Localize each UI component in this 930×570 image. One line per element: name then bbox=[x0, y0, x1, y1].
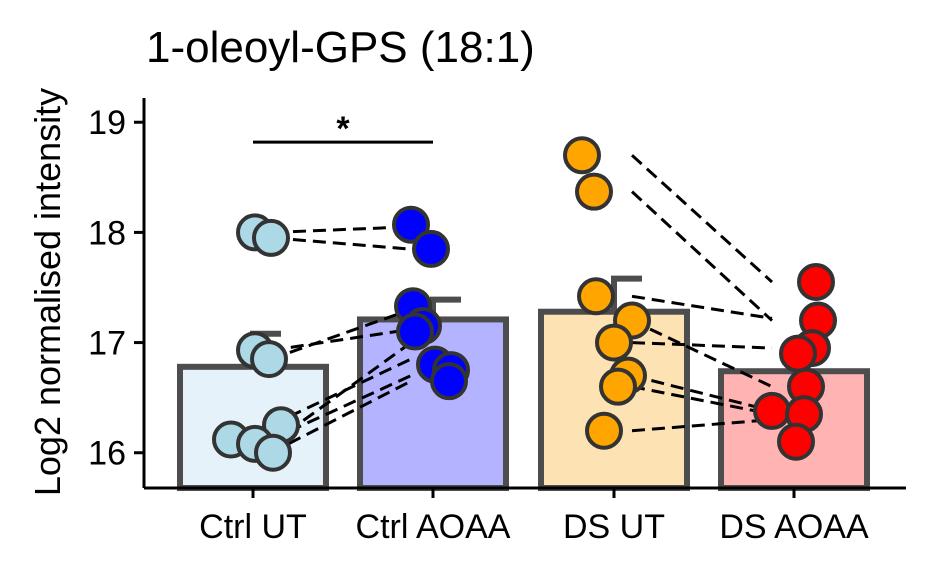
data-points bbox=[212, 136, 837, 472]
y-axis-title: Log2 normalised intensity bbox=[27, 88, 68, 496]
x-tick-label-ctrl-ut: Ctrl UT bbox=[199, 508, 307, 546]
paired-line-0-1 bbox=[272, 236, 409, 251]
point-ds-aoaa-0 bbox=[797, 262, 835, 301]
point-ds-ut-7 bbox=[585, 411, 623, 450]
paired-line-1-1 bbox=[270, 308, 412, 361]
paired-line-2-6 bbox=[631, 385, 773, 416]
paired-line-2-5 bbox=[631, 374, 773, 413]
paired-line-2-4 bbox=[631, 341, 773, 350]
point-ds-ut-1 bbox=[575, 172, 613, 211]
point-ds-aoaa-7 bbox=[777, 422, 815, 461]
paired-line-2-3 bbox=[631, 319, 773, 389]
point-ctrl-ut-1 bbox=[252, 218, 290, 257]
x-tick-label-ds-aoaa: DS AOAA bbox=[719, 508, 869, 546]
paired-line-2-7 bbox=[631, 418, 773, 433]
point-ds-aoaa-5 bbox=[753, 391, 791, 430]
bar-ctrl-aoaa bbox=[357, 316, 509, 491]
x-tick-label-ds-ut: DS UT bbox=[563, 508, 665, 546]
paired-line-2-1 bbox=[630, 190, 774, 322]
point-ds-ut-2 bbox=[577, 277, 615, 316]
chart-title: 1-oleoyl-GPS (18:1) bbox=[146, 23, 535, 72]
y-tick-label-16: 16 bbox=[88, 435, 126, 473]
error-bars bbox=[250, 275, 822, 372]
point-ds-ut-6 bbox=[599, 367, 637, 406]
paired-lines bbox=[270, 154, 774, 455]
paired-line-2-0 bbox=[630, 154, 774, 284]
point-ctrl-aoaa-7 bbox=[430, 362, 468, 401]
y-tick-label-18: 18 bbox=[88, 214, 126, 252]
x-ticks: Ctrl UT Ctrl AOAA DS UT DS AOAA bbox=[199, 488, 869, 546]
paired-line-0-0 bbox=[272, 225, 409, 234]
y-ticks: 16 17 18 19 bbox=[88, 104, 144, 473]
point-ctrl-ut-7 bbox=[254, 433, 292, 472]
point-ds-aoaa-3 bbox=[779, 334, 817, 373]
point-ctrl-aoaa-1 bbox=[412, 229, 450, 268]
point-ctrl-aoaa-0 bbox=[392, 205, 430, 244]
point-ds-ut-0 bbox=[563, 136, 601, 175]
point-ds-ut-4 bbox=[595, 323, 633, 362]
point-ctrl-aoaa-4 bbox=[396, 312, 434, 351]
paired-line-2-2 bbox=[631, 294, 773, 320]
paired-line-1-0 bbox=[270, 327, 412, 352]
significance-bracket: * bbox=[253, 110, 433, 148]
y-tick-label-17: 17 bbox=[88, 325, 126, 363]
x-tick-label-ctrl-aoaa: Ctrl AOAA bbox=[356, 508, 511, 546]
significance-label: * bbox=[336, 110, 350, 148]
point-ctrl-ut-3 bbox=[250, 340, 288, 379]
y-tick-label-19: 19 bbox=[88, 104, 126, 142]
paired-line-1-5 bbox=[270, 379, 412, 455]
